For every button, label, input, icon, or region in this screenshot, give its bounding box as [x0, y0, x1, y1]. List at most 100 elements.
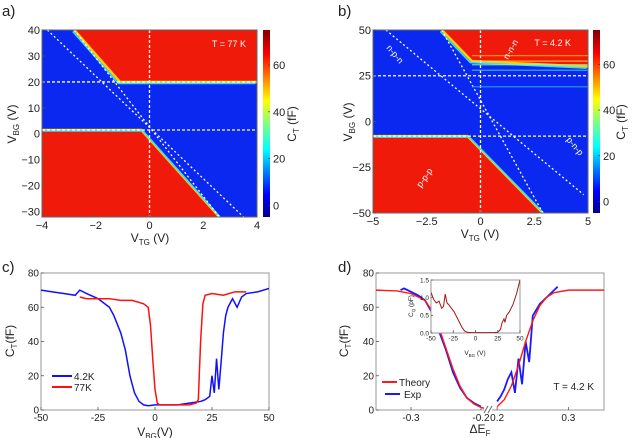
- d-x-tick-label: 0.3: [561, 413, 575, 424]
- panel-a-colorbar: [263, 30, 270, 217]
- A-x-tick-label: 4: [254, 220, 260, 232]
- transition-edge: [374, 136, 545, 213]
- colorbar-tick-label: 20: [603, 151, 615, 163]
- B-y-tick-label: 0: [365, 116, 371, 128]
- axis-break-marker: [483, 405, 493, 414]
- inset-xlabel: VBG (V): [464, 350, 485, 358]
- panel-d-legend: Theory Exp: [382, 378, 430, 401]
- panel-label-d: d): [338, 259, 351, 276]
- panel-a-temperature: T = 77 K: [212, 39, 246, 49]
- panel-d-ylabel: CT(fF): [337, 325, 353, 357]
- c-y-tick-label: 60: [28, 303, 40, 314]
- B-x-tick-label: 0: [477, 216, 483, 228]
- A-y-tick-label: 40: [28, 25, 40, 37]
- A-y-tick-label: −20: [21, 181, 40, 193]
- d-x-tick-label: 0.2: [490, 413, 504, 424]
- colorbar-tick-label: 60: [603, 59, 615, 71]
- panel-label-c: c): [2, 259, 15, 276]
- inset-ylabel: CQ (pF): [408, 295, 416, 317]
- B-y-tick-label: −25: [352, 162, 371, 174]
- d-x-tick-label: -0.3: [402, 413, 420, 424]
- panel-b-colorbar-label: CT (fF): [614, 104, 630, 140]
- colorbar-tick-label: 0: [273, 200, 279, 212]
- d-y-tick-label: 40: [363, 337, 375, 348]
- panel-a-ylabel: VBG (V): [5, 105, 21, 144]
- A-y-tick-label: 30: [28, 51, 40, 63]
- inset-x-tick-label: -25: [449, 336, 459, 343]
- series-line-theory-left: [376, 289, 485, 409]
- panel-b-xlabel: VTG (V): [461, 227, 499, 243]
- inset-x-tick-label: -50: [426, 336, 436, 343]
- inset-y-tick-label: 1.5: [420, 277, 429, 284]
- panel-d-linechart: -0.3 -0.2 0.2 0.3 0 20 40 60 80 ΔEF CT(fF) T = 4…: [337, 269, 605, 438]
- A-x-tick-label: −2: [89, 220, 102, 232]
- c-x-tick-label: 0: [152, 413, 158, 424]
- c-x-tick-label: -25: [91, 413, 106, 424]
- c-x-tick-label: 25: [206, 413, 218, 424]
- c-x-tick-label: -50: [34, 413, 49, 424]
- colorbar-tick-label: 0: [603, 197, 609, 209]
- transition-edge: [43, 130, 221, 217]
- panel-a-xlabel: VTG (V): [131, 231, 169, 247]
- d-y-tick-label: 80: [363, 269, 375, 280]
- dashed-line-diagonal: [441, 30, 544, 213]
- d-y-tick-label: 0: [368, 406, 374, 417]
- inset-frame: [430, 279, 521, 334]
- inset-y-tick-label: 1.0: [420, 295, 429, 302]
- A-y-tick-label: −10: [21, 155, 40, 167]
- A-y-tick-label: 10: [28, 103, 40, 115]
- c-y-tick-label: 80: [28, 269, 40, 280]
- legend-label-exp: Exp: [404, 390, 422, 401]
- dashed-line-diagonal: [73, 30, 220, 217]
- panel-label-a: a): [2, 3, 15, 20]
- c-x-tick-label: 50: [263, 413, 275, 424]
- panel-b-temperature: T = 4.2 K: [534, 38, 571, 48]
- legend-label-theory: Theory: [399, 378, 430, 389]
- B-y-tick-label: 50: [359, 25, 371, 37]
- panel-c-legend: 4.2K 77K: [52, 372, 95, 394]
- inset-x-tick-label: 0: [474, 336, 478, 343]
- c-y-tick-label: 20: [28, 371, 40, 382]
- inset-y-tick-label: 0.0: [420, 330, 429, 337]
- A-x-tick-label: −4: [36, 220, 49, 232]
- panel-d-temperature: T = 4.2 K: [553, 382, 594, 393]
- panel-b-colorbar: [593, 30, 600, 213]
- dashed-line-diagonal: [46, 30, 245, 217]
- A-y-tick-label: −30: [21, 207, 40, 219]
- inset-y-tick-label: 0.5: [420, 313, 429, 320]
- region-low-capacitance: [42, 30, 257, 217]
- legend-label-77k: 77K: [74, 383, 92, 394]
- inset-x-tick-label: 25: [494, 336, 502, 343]
- d-y-tick-label: 20: [363, 371, 375, 382]
- B-y-tick-label: −50: [352, 208, 371, 220]
- A-y-tick-label: 20: [28, 77, 40, 89]
- B-x-tick-label: 5: [585, 216, 591, 228]
- transition-edge: [72, 31, 256, 85]
- colorbar-tick-label: 40: [273, 107, 285, 119]
- B-x-tick-label: 2.5: [527, 216, 542, 228]
- d-y-tick-label: 60: [363, 303, 375, 314]
- panel-c-xlabel: VBG(V): [137, 425, 173, 438]
- A-x-tick-label: 0: [146, 220, 152, 232]
- A-y-tick-label: 0: [34, 129, 40, 141]
- panel-d-xlabel: ΔEF: [470, 422, 491, 438]
- panel-a-colorbar-label: CT (fF): [285, 106, 301, 142]
- inset-series-line: [431, 280, 520, 333]
- c-y-tick-label: 0: [33, 406, 39, 417]
- B-x-tick-label: −2.5: [416, 216, 438, 228]
- transition-edge: [439, 30, 587, 69]
- series-line-theory-right: [496, 289, 604, 408]
- inset-x-tick-label: 50: [516, 336, 524, 343]
- colorbar-tick-label: 20: [273, 154, 285, 166]
- panel-c-ylabel: CT(fF): [3, 325, 19, 357]
- series-line-77k: [79, 291, 247, 406]
- colorbar-tick-label: 60: [273, 60, 285, 72]
- panel-label-b: b): [338, 3, 351, 20]
- legend-label-4k: 4.2K: [74, 372, 95, 383]
- panel-b-ylabel: VBG (V): [341, 103, 357, 142]
- B-y-tick-label: 25: [359, 71, 371, 83]
- colorbar-tick-label: 40: [603, 105, 615, 117]
